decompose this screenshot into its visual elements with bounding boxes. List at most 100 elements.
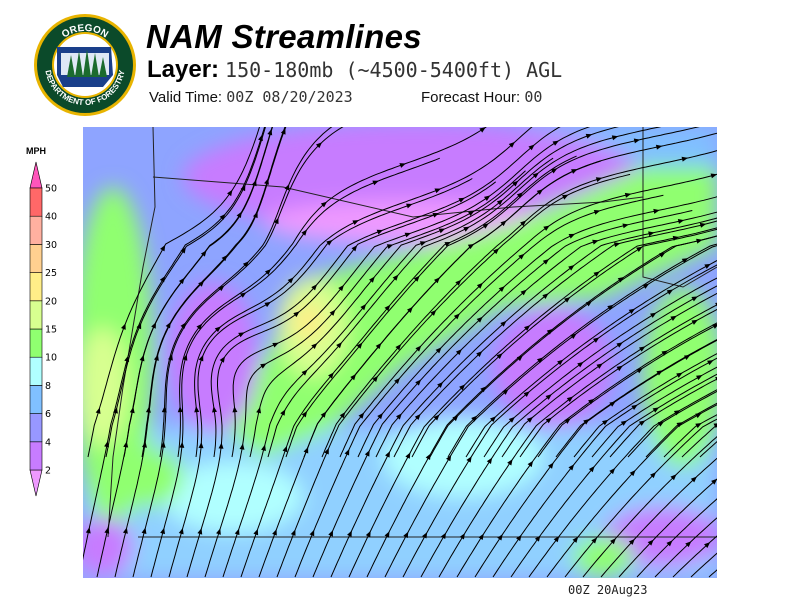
streamline-arrow <box>227 189 233 197</box>
streamline-arrow <box>413 275 420 282</box>
streamline-arrow <box>212 406 218 413</box>
streamline-arrow <box>492 248 500 255</box>
streamline-arrow <box>677 218 685 224</box>
streamline <box>339 173 717 458</box>
streamline-arrow <box>301 369 308 376</box>
streamline-arrow <box>329 309 336 316</box>
streamline <box>636 498 717 578</box>
streamline-arrow <box>704 542 711 548</box>
streamline <box>411 228 717 458</box>
streamline-arrow <box>219 356 226 363</box>
streamline-arrow <box>284 183 290 191</box>
streamline-arrow <box>607 304 614 311</box>
streamline-arrow <box>620 420 628 426</box>
legend-tick-label: 6 <box>45 409 51 420</box>
streamline <box>555 339 717 458</box>
streamline-arrow <box>631 404 638 411</box>
streamline-arrow <box>624 192 632 198</box>
streamline-arrow <box>685 541 692 548</box>
streamline <box>474 339 717 578</box>
streamline-arrow <box>520 289 527 296</box>
streamline-arrow <box>347 530 352 537</box>
streamline-arrow <box>673 410 681 416</box>
layer-info: Layer: 150-180mb (~4500-5400ft) AGL <box>147 56 562 84</box>
streamline-arrow <box>523 391 530 398</box>
streamline <box>132 127 344 578</box>
streamline-arrow <box>459 384 466 391</box>
streamline-arrow <box>287 277 294 284</box>
streamline-arrow <box>290 529 296 536</box>
streamline-arrow <box>240 184 246 192</box>
streamline-arrow <box>392 274 399 281</box>
streamline-arrow <box>384 304 391 312</box>
streamline <box>168 178 473 578</box>
forecast-hour-value: 00 <box>524 88 543 106</box>
streamline-arrow <box>463 226 470 232</box>
streamline <box>123 127 274 458</box>
legend-swatch <box>29 356 43 386</box>
streamline-arrow <box>676 422 683 428</box>
streamline-arrow <box>196 323 203 330</box>
streamline-arrow <box>136 322 142 330</box>
streamline-arrow <box>528 144 535 151</box>
streamline-arrow <box>613 242 621 248</box>
legend-swatch <box>29 215 43 245</box>
streamline-arrow <box>104 527 110 534</box>
streamline <box>510 373 717 578</box>
streamline-arrow <box>545 394 552 400</box>
streamline-arrow <box>377 412 384 420</box>
streamline-arrow <box>516 534 522 542</box>
streamline-arrow <box>301 229 308 236</box>
streamline-arrow <box>471 415 478 422</box>
streamline <box>285 127 700 458</box>
streamline-arrow <box>360 303 367 311</box>
streamline-arrow <box>553 535 560 543</box>
streamline-arrow <box>593 209 601 215</box>
streamline-arrow <box>376 229 384 235</box>
streamline-arrow <box>527 460 534 468</box>
streamline-arrow <box>593 337 600 343</box>
streamline <box>627 390 717 458</box>
streamline <box>699 441 717 458</box>
legend-tick-label: 50 <box>45 184 57 195</box>
streamline-arrow <box>616 342 623 348</box>
streamline-arrow <box>315 142 323 149</box>
streamline-arrow <box>455 279 462 286</box>
streamline-arrow <box>655 144 663 150</box>
streamline-arrow <box>395 344 402 351</box>
streamline-arrow <box>532 172 539 179</box>
streamline-arrow <box>151 322 157 329</box>
streamline-arrow <box>602 419 609 426</box>
streamline-arrow <box>165 321 171 329</box>
streamline-arrow <box>425 453 431 460</box>
streamline-arrow <box>550 168 558 174</box>
streamline <box>546 404 717 578</box>
streamline-arrow <box>200 250 207 257</box>
streamline-arrow <box>691 319 698 325</box>
streamline <box>609 378 717 458</box>
streamline-arrow <box>435 347 442 354</box>
streamline-arrow <box>638 346 646 352</box>
streamline-arrow <box>476 316 483 323</box>
streamline-arrow <box>479 127 486 133</box>
streamline <box>681 424 717 458</box>
streamline <box>465 259 717 458</box>
streamline-arrow <box>261 444 266 451</box>
streamline <box>348 227 717 578</box>
streamline-arrow <box>628 308 636 315</box>
streamline-arrow <box>486 457 493 465</box>
streamline <box>582 435 717 578</box>
streamline-arrow <box>440 532 447 540</box>
legend-tick-label: 40 <box>45 212 57 223</box>
streamline <box>186 181 497 578</box>
streamline-arrow <box>264 301 271 308</box>
streamline <box>672 535 717 578</box>
page-title: NAM Streamlines <box>146 18 422 55</box>
streamline <box>249 127 619 458</box>
streamline-arrow <box>695 423 702 429</box>
streamline-arrow <box>375 342 382 350</box>
streamline-arrow <box>160 527 165 535</box>
streamline-arrow <box>507 459 513 466</box>
streamline-arrow <box>628 538 635 545</box>
streamline-arrow <box>681 156 688 162</box>
